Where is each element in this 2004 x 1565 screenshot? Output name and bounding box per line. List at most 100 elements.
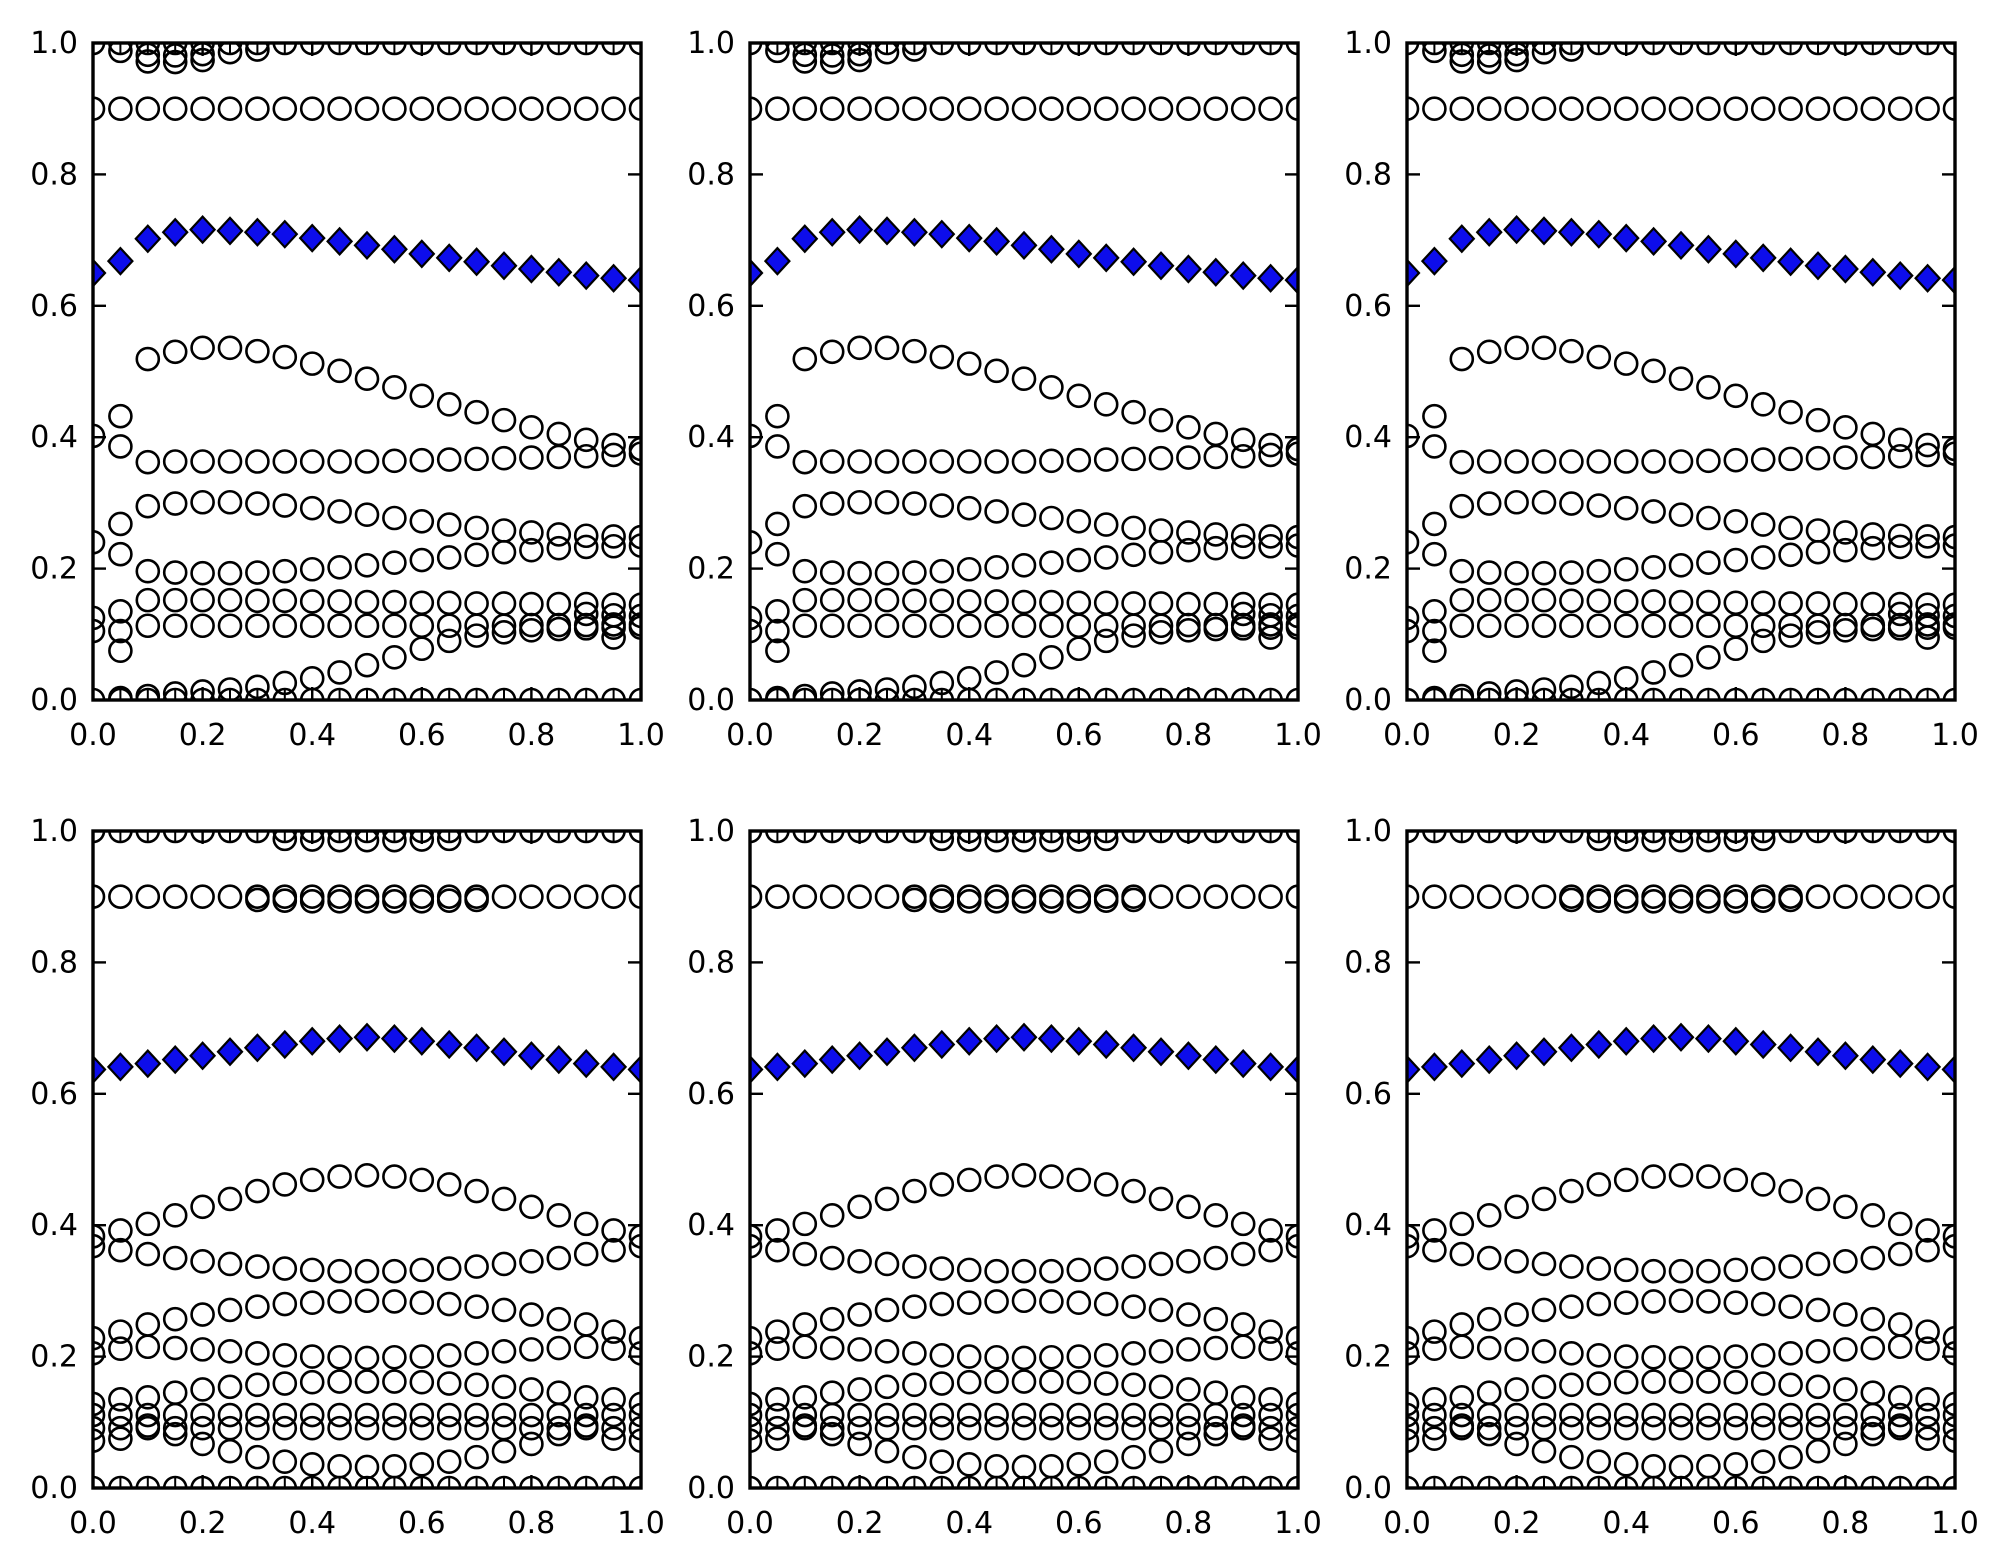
circle-marker xyxy=(1805,620,1831,645)
circle-marker xyxy=(765,1319,790,1344)
circle-marker xyxy=(750,1224,763,1249)
circle-marker xyxy=(1476,43,1502,56)
circle-marker xyxy=(1066,383,1092,409)
circle-marker xyxy=(601,625,626,650)
circle-marker xyxy=(573,687,599,700)
circle-marker xyxy=(245,588,270,614)
circle-marker xyxy=(1407,1415,1420,1441)
circle-marker xyxy=(1668,1345,1694,1371)
circle-marker xyxy=(1559,1178,1584,1204)
diamond-marker xyxy=(1010,1022,1038,1052)
circle-marker xyxy=(272,1475,298,1488)
circle-marker xyxy=(1176,1249,1201,1274)
circle-marker xyxy=(601,442,626,468)
circle-marker xyxy=(327,888,352,914)
circle-marker xyxy=(93,1391,106,1417)
circle-marker xyxy=(1613,351,1639,376)
circle-marker xyxy=(792,96,818,121)
circle-marker xyxy=(1805,43,1831,56)
circle-marker xyxy=(299,1257,325,1283)
diamond-marker xyxy=(846,214,874,245)
circle-marker xyxy=(601,1475,626,1488)
circle-marker xyxy=(1586,1291,1612,1317)
circle-marker xyxy=(299,1415,325,1441)
circle-marker xyxy=(1407,1428,1420,1453)
circle-marker xyxy=(819,831,845,844)
y-tick-label: 0.2 xyxy=(687,552,735,587)
circle-marker xyxy=(1449,1475,1475,1488)
circle-marker xyxy=(1833,537,1858,563)
circle-marker xyxy=(1531,1339,1557,1364)
diamond-marker xyxy=(1448,224,1476,254)
circle-marker xyxy=(1258,1475,1283,1488)
axis-tick-labels: 0.0 0.2 0.4 0.6 0.8 1.00.00.20.40.60.81.0 xyxy=(30,814,665,1541)
circle-marker xyxy=(1641,1402,1666,1428)
circle-marker xyxy=(464,591,489,616)
circle-marker xyxy=(1176,537,1201,563)
circle-marker xyxy=(190,1402,215,1428)
circle-marker xyxy=(847,1377,872,1402)
circle-marker xyxy=(1805,96,1831,121)
series-band-0091 xyxy=(750,1415,1298,1441)
circle-marker xyxy=(272,493,298,518)
circle-marker xyxy=(1887,1385,1913,1410)
circle-marker xyxy=(1285,1325,1298,1351)
circle-marker xyxy=(1696,1402,1721,1428)
circle-marker xyxy=(1039,1402,1064,1428)
circle-marker xyxy=(546,444,572,470)
circle-marker xyxy=(436,1256,462,1281)
circle-marker xyxy=(1039,96,1064,121)
circle-marker xyxy=(1504,96,1529,121)
circle-marker xyxy=(190,335,215,361)
circle-marker xyxy=(1066,96,1092,121)
circle-marker xyxy=(491,445,517,471)
circle-marker xyxy=(1833,1194,1858,1220)
diamond-marker xyxy=(435,243,463,273)
circle-marker xyxy=(546,1245,572,1271)
diamond-marker xyxy=(1284,1054,1298,1085)
circle-marker xyxy=(1641,1454,1666,1479)
circle-marker xyxy=(93,1341,106,1366)
circle-marker xyxy=(1668,1415,1694,1441)
circle-marker xyxy=(135,613,161,639)
circle-marker xyxy=(491,1251,517,1277)
circle-marker xyxy=(1066,1452,1092,1477)
diamond-marker xyxy=(463,1033,491,1063)
circle-marker xyxy=(1449,43,1475,56)
circle-marker xyxy=(1559,491,1584,516)
plot-area xyxy=(1407,831,1955,1488)
diamond-marker xyxy=(873,216,901,246)
plot-area xyxy=(750,831,1298,1488)
circle-marker xyxy=(1504,884,1529,909)
circle-marker xyxy=(1066,590,1092,616)
circle-marker xyxy=(1407,96,1420,121)
circle-marker xyxy=(162,1335,188,1361)
x-tick-label: 0.6 xyxy=(398,718,446,753)
circle-marker xyxy=(792,1241,818,1267)
diamond-marker xyxy=(600,263,628,293)
series-line-020 xyxy=(792,533,1298,586)
circle-marker xyxy=(245,43,270,56)
circle-marker xyxy=(819,884,845,909)
circle-marker xyxy=(874,1438,900,1464)
circle-marker xyxy=(93,1428,106,1453)
circle-marker xyxy=(1258,432,1283,458)
circle-marker xyxy=(1422,511,1447,537)
circle-marker xyxy=(1066,1415,1092,1441)
circle-marker xyxy=(409,383,435,409)
circle-marker xyxy=(1093,1475,1119,1488)
axis-tick-labels: 0.0 0.2 0.4 0.6 0.8 1.00.00.20.40.60.81.0 xyxy=(687,26,1322,753)
circle-marker xyxy=(1476,1380,1502,1406)
circle-marker xyxy=(409,96,435,121)
circle-marker xyxy=(1778,1475,1803,1488)
circle-marker xyxy=(382,1164,407,1189)
circle-marker xyxy=(464,515,489,541)
circle-marker xyxy=(573,1475,599,1488)
circle-marker xyxy=(1285,1402,1298,1428)
circle-marker xyxy=(382,644,407,670)
circle-marker xyxy=(750,530,763,555)
circle-marker xyxy=(1039,448,1064,474)
circle-marker xyxy=(245,1444,270,1470)
circle-marker xyxy=(1942,1325,1955,1351)
circle-marker xyxy=(902,887,927,913)
